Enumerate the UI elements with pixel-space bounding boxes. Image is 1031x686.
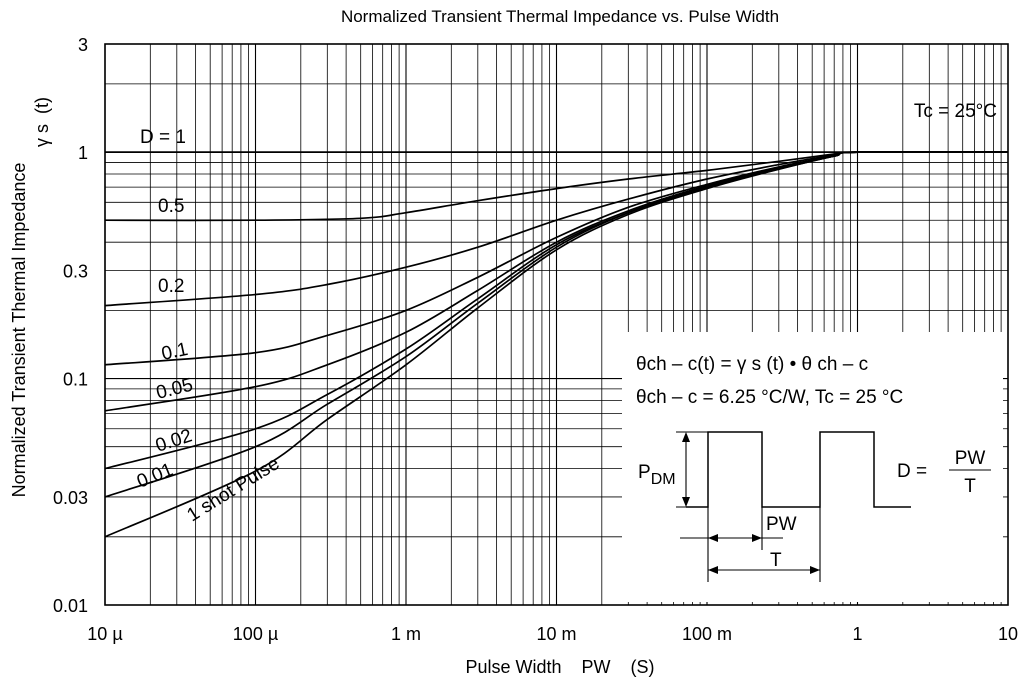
pulse-diagram: PDM PW T D = PW T <box>638 431 991 582</box>
x-axis-label: Pulse Width PW (S) <box>465 657 654 677</box>
curve-label-d1: D = 1 <box>140 127 186 148</box>
curve-label-0.02: 0.02 <box>153 425 195 456</box>
x-tick-label: 100 m <box>682 624 732 644</box>
y-tick-labels: 3 1 0.3 0.1 0.03 0.01 <box>53 35 88 616</box>
series-group <box>104 150 1009 538</box>
pw-arrow-right <box>752 534 762 542</box>
formula-line-2: θch – c = 6.25 °C/W, Tc = 25 °C <box>636 387 903 408</box>
pw-arrow-left <box>708 534 718 542</box>
duty-numerator: PW <box>955 448 986 469</box>
pdm-arrow-bottom <box>682 497 690 507</box>
chart-title: Normalized Transient Thermal Impedance v… <box>341 7 779 26</box>
x-tick-label: 10 µ <box>87 624 122 644</box>
curve-label-0.2: 0.2 <box>158 276 184 297</box>
curve-label-1shot: 1 shot Pulse <box>184 453 284 526</box>
y-tick-label: 1 <box>78 143 88 163</box>
y-axis-symbol: γ s (t) <box>32 97 52 147</box>
series-line-7 <box>104 150 1009 538</box>
plot-frame <box>104 43 1009 606</box>
y-tick-label: 0.03 <box>53 488 88 508</box>
duty-label: D = <box>897 461 927 482</box>
formula-line-1: θch – c(t) = γ s (t) • θ ch – c <box>636 354 868 375</box>
y-axis-label: Normalized Transient Thermal Impedance <box>9 163 29 498</box>
x-tick-label: 1 m <box>391 624 421 644</box>
x-tick-label: 10 <box>998 624 1018 644</box>
y-tick-label: 0.1 <box>63 370 88 390</box>
pw-label: PW <box>766 514 797 535</box>
duty-denominator: T <box>964 476 976 497</box>
t-arrow-left <box>708 566 718 574</box>
curve-label-0.5: 0.5 <box>158 196 184 217</box>
y-tick-label: 3 <box>78 35 88 55</box>
y-tick-label: 0.3 <box>63 261 88 281</box>
curve-label-0.1: 0.1 <box>160 339 190 365</box>
x-tick-label: 1 <box>852 624 862 644</box>
curve-label-0.01: 0.01 <box>134 459 176 492</box>
pdm-arrow-top <box>682 432 690 442</box>
x-tick-label: 10 m <box>536 624 576 644</box>
pulse-waveform <box>686 431 911 508</box>
x-tick-label: 100 µ <box>233 624 278 644</box>
x-tick-labels: 10 µ 100 µ 1 m 10 m 100 m 1 10 <box>87 624 1018 644</box>
t-arrow-right <box>810 566 820 574</box>
t-label: T <box>770 550 782 571</box>
y-tick-label: 0.01 <box>53 596 88 616</box>
pdm-label: PDM <box>638 462 676 488</box>
tc-annotation: Tc = 25°C <box>914 101 997 122</box>
